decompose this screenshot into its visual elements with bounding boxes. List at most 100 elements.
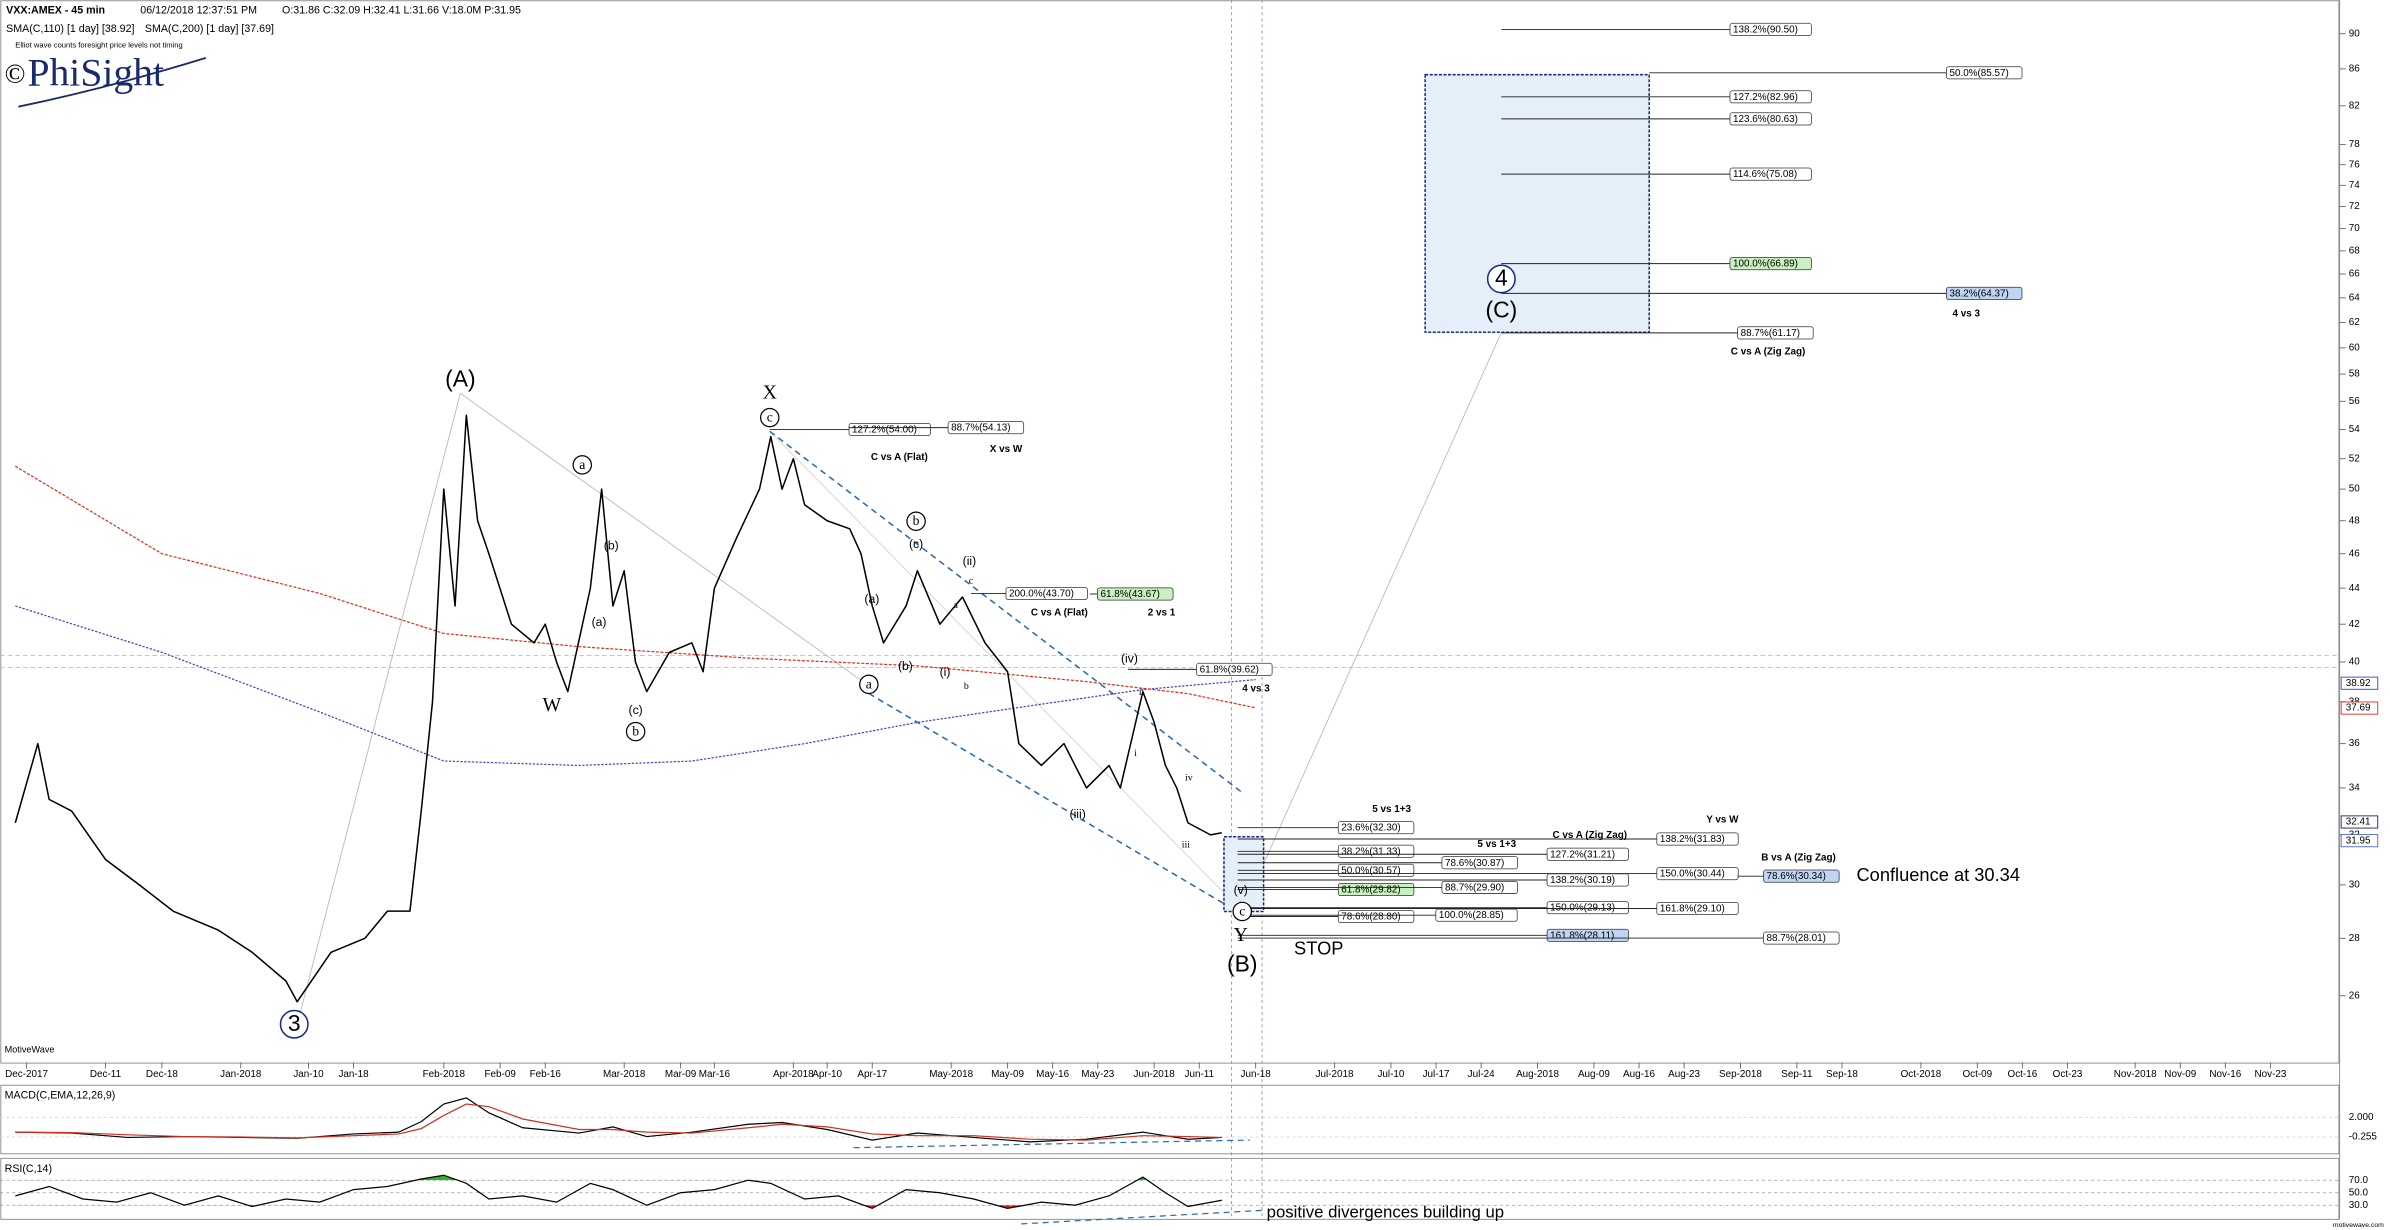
x-tick-label: Oct-16 (2008, 1069, 2038, 1080)
y-tick-label: 50.0 (2349, 1187, 2369, 1198)
y-tick-label: 64 (2349, 292, 2361, 303)
fib-label: 138.2%(30.19) (1550, 875, 1615, 886)
last-value-tag (2340, 815, 2379, 829)
y-tick-label: 26 (2349, 990, 2361, 1001)
x-tick-label: Dec-11 (90, 1069, 122, 1080)
fib-box (1729, 257, 1812, 271)
fib-label: 88.7%(54.13) (951, 423, 1010, 434)
wave-circle (760, 407, 780, 428)
x-tick-label: Dec-18 (146, 1069, 178, 1080)
logo: PhiSight (27, 50, 163, 94)
wave-circle (906, 511, 926, 532)
wave-label: (v) (1234, 883, 1248, 897)
wave-label: (c) (629, 703, 643, 717)
x-tick-label: Aug-2018 (1516, 1069, 1559, 1080)
fib-label: 114.6%(75.08) (1733, 169, 1797, 180)
fib-box (1946, 66, 2023, 80)
wave-label: a (579, 457, 585, 472)
last-value-tag (2340, 834, 2379, 848)
watermark: MotiveWave (5, 1045, 55, 1055)
y-tick-label: 30.0 (2349, 1200, 2369, 1211)
caption: Y vs W (1706, 815, 1739, 826)
fib-label: 138.2%(90.50) (1733, 24, 1798, 35)
x-tick-label: Feb-16 (530, 1069, 562, 1080)
x-tick-label: May-2018 (929, 1069, 973, 1080)
y-tick-label: 74 (2349, 180, 2361, 191)
fib-label: 50.0%(30.57) (1341, 865, 1400, 876)
fib-box (1435, 908, 1518, 922)
fib-label: 78.6%(28.80) (1341, 912, 1400, 923)
wave-label: c (1239, 903, 1245, 918)
x-tick-label: Feb-2018 (423, 1069, 466, 1080)
caption: C vs A (Flat) (871, 452, 928, 463)
wave-label: (b) (898, 659, 913, 673)
x-tick-label: Jan-18 (338, 1069, 369, 1080)
x-tick-label: Dec-2017 (5, 1069, 48, 1080)
sma-line (14, 465, 1256, 709)
wave-label: (ii) (963, 554, 977, 568)
x-tick-label: Aug-23 (1668, 1069, 1700, 1080)
x-tick-label: Mar-09 (665, 1069, 697, 1080)
y-tick-label: 68 (2349, 245, 2361, 256)
x-tick-label: Sep-18 (1826, 1069, 1858, 1080)
wave-label: b (632, 724, 639, 739)
x-tick-label: Sep-2018 (1719, 1069, 1762, 1080)
x-tick-label: Jul-24 (1468, 1069, 1495, 1080)
x-tick-label: Jan-2018 (220, 1069, 262, 1080)
symbol: VXX:AMEX - 45 min (6, 4, 105, 16)
ohlc: O:31.86 C:32.09 H:32.41 L:31.66 V:18.0M … (282, 4, 521, 16)
fib-label: 88.7%(28.01) (1767, 933, 1826, 944)
y-tick-label: 86 (2349, 64, 2361, 75)
wave-circle (1486, 264, 1516, 294)
y-tick-label: 90 (2349, 28, 2361, 39)
wave-circle (279, 1009, 309, 1039)
x-tick-label: May-23 (1081, 1069, 1114, 1080)
wave-circle (625, 721, 646, 742)
wave-label: c (767, 410, 773, 425)
fib-box (1441, 856, 1518, 870)
fib-label: 88.7%(29.90) (1445, 883, 1504, 894)
fib-box (1729, 22, 1812, 36)
fib-box (1729, 90, 1812, 104)
trend-line (460, 392, 870, 687)
wave-label: (A) (445, 365, 475, 391)
x-tick-label: May-16 (1036, 1069, 1069, 1080)
fib-label: 38.2%(64.37) (1949, 288, 2008, 299)
trend-line (296, 393, 461, 1025)
y-tick-label: 36 (2349, 738, 2361, 749)
caption: X vs W (990, 444, 1023, 455)
panel-title: RSI(C,14) (5, 1163, 52, 1175)
target-box (1223, 836, 1265, 913)
rsi-trend-line (1021, 1209, 1266, 1225)
fib-label: 150.0%(30.44) (1660, 869, 1725, 880)
last-value-tag (2340, 676, 2379, 690)
x-tick-label: Mar-2018 (603, 1069, 646, 1080)
x-tick-label: Apr-10 (812, 1069, 842, 1080)
y-tick-label: 82 (2349, 100, 2360, 111)
y-tick-label: 52 (2349, 453, 2360, 464)
wave-label: (a) (864, 592, 879, 606)
last-value-label: 32.41 (2346, 817, 2371, 828)
last-value-label: 31.95 (2346, 835, 2371, 846)
x-tick-label: Jan-10 (293, 1069, 324, 1080)
annotation: positive divergences building up (1267, 1203, 1504, 1222)
fib-label: 200.0%(43.70) (1009, 589, 1074, 600)
y-tick-label: 42 (2349, 619, 2360, 630)
macd-line (15, 1103, 1222, 1141)
x-tick-label: Jun-11 (1185, 1069, 1215, 1080)
fib-box (1729, 167, 1812, 181)
wave-label: c (969, 576, 974, 587)
wave-label: X (763, 382, 777, 404)
y-tick-label: -0.255 (2349, 1132, 2378, 1143)
wave-label: ii (1139, 687, 1145, 698)
x-tick-label: Jun-2018 (1134, 1069, 1176, 1080)
x-tick-label: Apr-2018 (773, 1069, 814, 1080)
channel-line (868, 692, 1243, 916)
y-tick-label: 54 (2349, 424, 2361, 435)
caption: STOP (1294, 937, 1343, 958)
last-value-label: 38.92 (2346, 678, 2371, 689)
x-tick-label: Nov-16 (2209, 1069, 2241, 1080)
wave-label: (c) (909, 537, 923, 551)
logo-mark: © (5, 59, 26, 89)
fib-box (947, 421, 1025, 435)
